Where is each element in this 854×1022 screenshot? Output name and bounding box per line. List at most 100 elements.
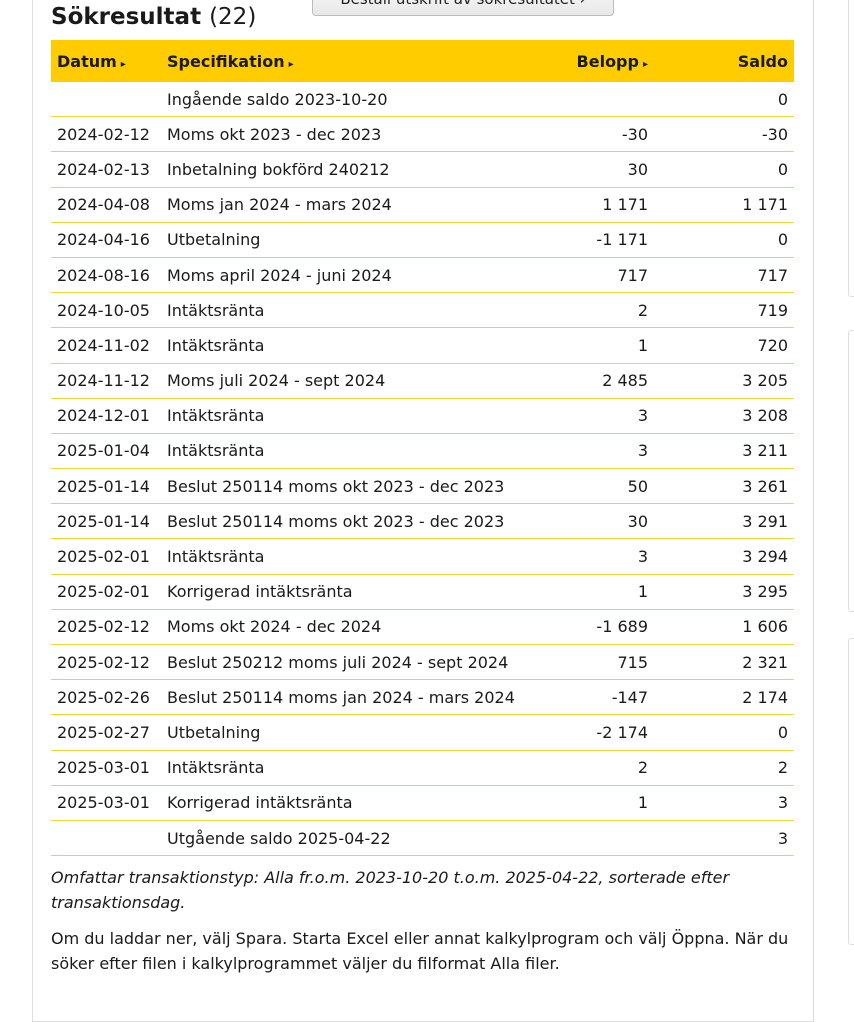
balance-cell: 3 [654,820,794,857]
amount-cell: 30 [552,151,654,188]
date-cell: 2025-03-01 [51,750,161,786]
sort-arrow-icon: ▸ [642,58,648,70]
specification-cell: Moms juli 2024 - sept 2024 [161,363,552,399]
date-cell: 2025-02-12 [51,644,161,681]
amount-cell: 50 [552,468,654,505]
side-panel [848,638,854,945]
table-row: 2024-04-08 Moms jan 2024 - mars 2024 1 171… [51,187,794,223]
amount-cell: 3 [552,433,654,470]
table-row: 2025-01-04 Intäktsränta 3 3 211 [51,433,794,470]
filter-note: Omfattar transaktionstyp: Alla fr.o.m. 2… [51,868,730,912]
amount-cell: 30 [552,503,654,540]
balance-cell: 0 [654,222,794,258]
column-header-datum[interactable]: Datum ▸ [51,40,161,82]
balance-cell: 1 171 [654,187,794,223]
side-panel [848,0,854,297]
specification-cell: Beslut 250114 moms jan 2024 - mars 2024 [161,679,552,716]
date-cell: 2024-10-05 [51,292,161,329]
table-row: 2025-02-01 Korrigerad intäktsränta 1 3 295 [51,574,794,610]
date-cell: 2024-08-16 [51,257,161,294]
balance-cell: 0 [654,714,794,751]
table-row: 2024-02-12 Moms okt 2023 - dec 2023 -30 -30 [51,116,794,153]
balance-cell: 717 [654,257,794,294]
column-header-specifikation[interactable]: Specifikation ▸ [161,40,552,82]
side-panel [848,330,854,612]
table-row: 2025-02-12 Moms okt 2024 - dec 2024 -1 689… [51,609,794,646]
column-header-belopp[interactable]: Belopp ▸ [552,40,654,82]
specification-cell: Moms okt 2023 - dec 2023 [161,116,552,153]
specification-cell: Beslut 250114 moms okt 2023 - dec 2023 [161,503,552,540]
column-label: Saldo [737,51,788,71]
specification-cell: Intäktsränta [161,327,552,364]
order-printout-button[interactable]: Beställ utskrift av sökresultatet › [312,0,614,16]
balance-cell: 3 295 [654,574,794,610]
table-row: 2025-02-12 Beslut 250212 moms juli 2024 -… [51,644,794,681]
sort-arrow-icon: ▸ [288,58,294,70]
specification-cell: Beslut 250114 moms okt 2023 - dec 2023 [161,468,552,505]
specification-cell: Korrigerad intäktsränta [161,785,552,821]
date-cell: 2024-04-08 [51,187,161,223]
amount-cell: -1 171 [552,222,654,258]
balance-cell: 0 [654,151,794,188]
table-row: 2025-01-14 Beslut 250114 moms okt 2023 - … [51,468,794,505]
balance-cell: 3 [654,785,794,821]
column-label: Datum [57,51,117,71]
specification-cell: Intäktsränta [161,292,552,329]
table-row: Ingående saldo 2023-10-20 0 [51,82,794,118]
balance-cell: 3 208 [654,398,794,434]
amount-cell [552,820,654,857]
column-header-saldo: Saldo [654,40,794,82]
balance-cell: 2 321 [654,644,794,681]
balance-cell: 0 [654,82,794,118]
date-cell: 2025-02-12 [51,609,161,646]
amount-cell: 1 [552,785,654,821]
date-cell: 2024-02-12 [51,116,161,153]
balance-cell: 2 174 [654,679,794,716]
amount-cell: 3 [552,398,654,434]
date-cell: 2025-02-26 [51,679,161,716]
balance-cell: 2 [654,750,794,786]
table-row: 2024-04-16 Utbetalning -1 171 0 [51,222,794,258]
amount-cell: 2 485 [552,363,654,399]
title-text: Sökresultat [51,4,202,30]
amount-cell: -30 [552,116,654,153]
balance-cell: 3 211 [654,433,794,470]
column-label: Belopp [576,51,639,71]
amount-cell: 3 [552,538,654,575]
date-cell: 2024-11-12 [51,363,161,399]
date-cell: 2024-02-13 [51,151,161,188]
table-row: 2024-12-01 Intäktsränta 3 3 208 [51,398,794,434]
table-row: 2024-02-13 Inbetalning bokförd 240212 30 0 [51,151,794,188]
specification-cell: Intäktsränta [161,538,552,575]
date-cell: 2025-02-01 [51,574,161,610]
table-row: 2025-03-01 Korrigerad intäktsränta 1 3 [51,785,794,821]
result-count: (22) [209,4,257,30]
date-cell: 2024-12-01 [51,398,161,434]
amount-cell: -1 689 [552,609,654,646]
table-row: 2025-02-26 Beslut 250114 moms jan 2024 - … [51,679,794,716]
specification-cell: Intäktsränta [161,398,552,434]
balance-cell: 3 294 [654,538,794,575]
amount-cell: 1 [552,574,654,610]
specification-cell: Ingående saldo 2023-10-20 [161,82,552,118]
table-row: 2025-02-27 Utbetalning -2 174 0 [51,714,794,751]
specification-cell: Utbetalning [161,222,552,258]
date-cell: 2025-02-01 [51,538,161,575]
balance-cell: 3 261 [654,468,794,505]
specification-cell: Utgående saldo 2025-04-22 [161,820,552,857]
date-cell: 2025-01-14 [51,468,161,505]
specification-cell: Korrigerad intäktsränta [161,574,552,610]
specification-cell: Beslut 250212 moms juli 2024 - sept 2024 [161,644,552,681]
specification-cell: Intäktsränta [161,433,552,470]
table-row: 2025-03-01 Intäktsränta 2 2 [51,750,794,786]
amount-cell: -2 174 [552,714,654,751]
balance-cell: 719 [654,292,794,329]
date-cell: 2025-01-14 [51,503,161,540]
amount-cell: 2 [552,292,654,329]
date-cell: 2025-03-01 [51,785,161,821]
amount-cell: 717 [552,257,654,294]
amount-cell: 2 [552,750,654,786]
specification-cell: Inbetalning bokförd 240212 [161,151,552,188]
date-cell: 2025-02-27 [51,714,161,751]
balance-cell: 1 606 [654,609,794,646]
